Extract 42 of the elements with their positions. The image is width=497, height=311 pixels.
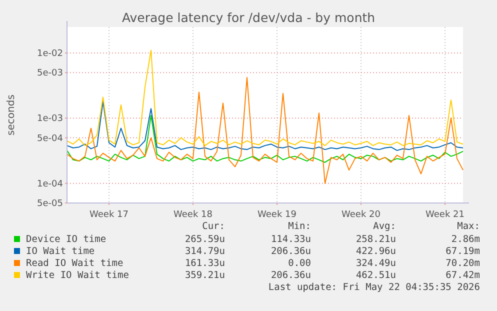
text: Cur: [202, 221, 225, 232]
x-tick-label: Week 17 [90, 210, 128, 220]
y-tick-label: 1e-04 [37, 179, 64, 190]
x-tick-label: Week 21 [426, 210, 464, 220]
text: 422.96u [356, 246, 396, 257]
text: 67.19m [446, 246, 480, 257]
legend-label: Write IO Wait time [26, 270, 130, 281]
text: 2.86m [451, 234, 480, 245]
x-tick-label: Week 20 [342, 210, 381, 220]
text: 265.59u [184, 234, 225, 245]
y-axis-title: seconds [6, 94, 17, 136]
line-series [66, 101, 464, 151]
text: 206.36u [270, 246, 311, 257]
text: 67.42m [446, 270, 480, 281]
text: 0.00 [288, 258, 312, 269]
legend-label: Read IO Wait time [26, 258, 124, 269]
text: 206.36u [270, 270, 311, 281]
text: 70.20m [446, 258, 480, 269]
text: Min: [288, 221, 311, 232]
y-tick-label: 5e-04 [37, 134, 64, 144]
y-tick-label: 5e-05 [37, 199, 63, 209]
line-series [66, 50, 464, 146]
text: Max: [457, 221, 480, 232]
text: 258.21u [356, 234, 396, 245]
legend-label: Device IO time [26, 234, 106, 245]
chart-title: Average latency for /dev/vda - by month [122, 10, 376, 25]
y-tick-label: 5e-03 [37, 68, 63, 79]
text: 462.51u [356, 270, 396, 281]
text: 359.21u [184, 270, 225, 281]
text: 314.79u [184, 246, 225, 257]
text: Avg: [373, 221, 396, 232]
text: 161.33u [184, 258, 225, 269]
line-series [66, 77, 464, 184]
x-tick-label: Week 19 [258, 210, 297, 220]
text: 114.33u [270, 234, 311, 245]
y-tick-label: 1e-03 [37, 114, 63, 124]
text: Last update: Fri May 22 04:35:35 2026 [268, 282, 480, 293]
legend-label: IO Wait time [26, 246, 95, 257]
x-tick-label: Week 18 [174, 210, 213, 220]
text: 324.49u [356, 258, 396, 269]
y-tick-label: 1e-02 [37, 48, 63, 59]
line-series [66, 114, 464, 163]
